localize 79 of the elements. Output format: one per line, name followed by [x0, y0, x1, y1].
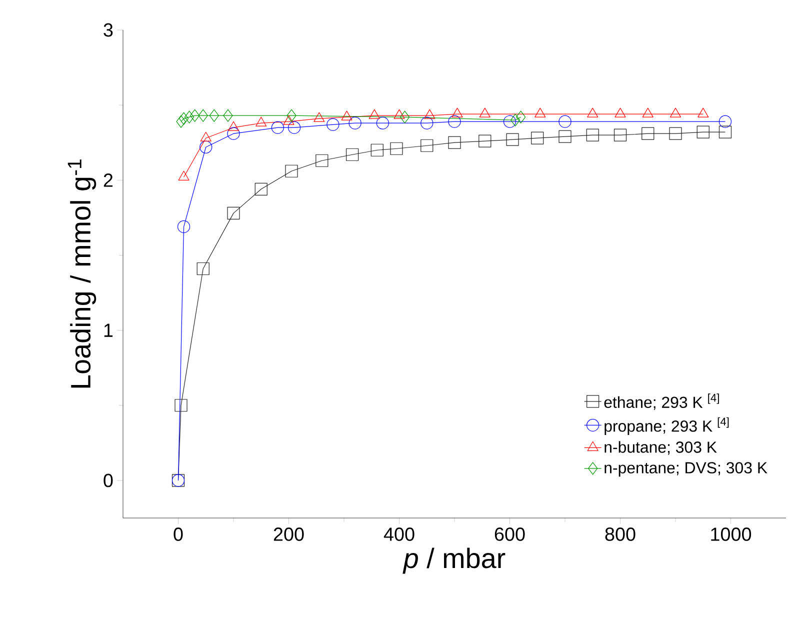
point — [314, 112, 325, 122]
point — [718, 115, 732, 128]
x-tick-label: 1000 — [711, 528, 752, 541]
point — [448, 115, 461, 128]
y-tick-label: 2 — [104, 174, 113, 187]
y-tick-label: 3 — [104, 23, 113, 37]
point — [326, 118, 340, 131]
point — [534, 108, 546, 118]
x-tick-label: 800 — [605, 528, 636, 541]
point — [698, 108, 709, 118]
point — [271, 121, 284, 134]
point — [642, 127, 654, 140]
point — [558, 130, 572, 143]
point — [316, 154, 328, 167]
point — [256, 116, 267, 126]
point — [286, 109, 296, 122]
point — [200, 132, 212, 142]
point — [177, 220, 190, 233]
legend-label: n-pentane; DVS; 303 K — [604, 462, 768, 477]
point — [400, 110, 410, 124]
y-axis-title: Loading / mmol g$^{-1}$ — [68, 160, 96, 388]
point — [448, 136, 461, 149]
point — [510, 114, 520, 126]
point — [718, 126, 732, 138]
point — [223, 109, 233, 122]
point — [200, 140, 212, 154]
point — [176, 115, 186, 128]
point — [420, 139, 434, 152]
point — [370, 144, 384, 156]
point — [190, 109, 200, 122]
point — [614, 108, 626, 118]
point — [452, 108, 463, 118]
point — [196, 262, 210, 276]
point — [198, 109, 208, 122]
point — [614, 128, 627, 142]
point — [209, 109, 219, 122]
point — [228, 121, 239, 131]
point — [368, 109, 380, 119]
point — [285, 164, 298, 178]
point — [696, 126, 710, 138]
point — [394, 109, 405, 119]
point — [670, 108, 682, 118]
y-tick-label: 0 — [104, 474, 113, 488]
point — [348, 116, 362, 130]
point — [390, 142, 403, 155]
point — [479, 108, 490, 118]
point — [283, 115, 294, 125]
x-axis-title: p / mbar — [402, 548, 506, 574]
point — [503, 115, 516, 128]
point — [642, 108, 654, 118]
point — [254, 182, 268, 196]
x-tick-label: 400 — [384, 528, 414, 541]
point — [506, 133, 519, 146]
y-tick-label: 1 — [104, 324, 113, 337]
point — [669, 127, 682, 140]
point — [516, 110, 526, 124]
point — [341, 110, 352, 120]
point — [424, 109, 436, 119]
legend-label: propane; 293 K $^{[4]}$ — [604, 417, 729, 435]
point — [346, 148, 359, 161]
point — [184, 110, 194, 124]
point — [174, 399, 188, 412]
legend-label: ethane; 293 K $^{[4]}$ — [604, 394, 719, 410]
point — [587, 108, 598, 118]
x-tick-label: 200 — [274, 528, 304, 541]
point — [288, 121, 301, 134]
point — [178, 170, 190, 180]
point — [178, 112, 189, 125]
point — [558, 115, 572, 128]
point — [478, 134, 492, 148]
point — [420, 116, 434, 130]
point — [227, 127, 240, 140]
x-tick-label: 0 — [174, 528, 183, 541]
point — [586, 128, 599, 142]
point — [376, 116, 389, 130]
point — [531, 132, 544, 144]
point — [227, 206, 240, 220]
x-tick-label: 600 — [494, 528, 525, 541]
legend-label: n-butane; 303 K — [604, 441, 717, 455]
